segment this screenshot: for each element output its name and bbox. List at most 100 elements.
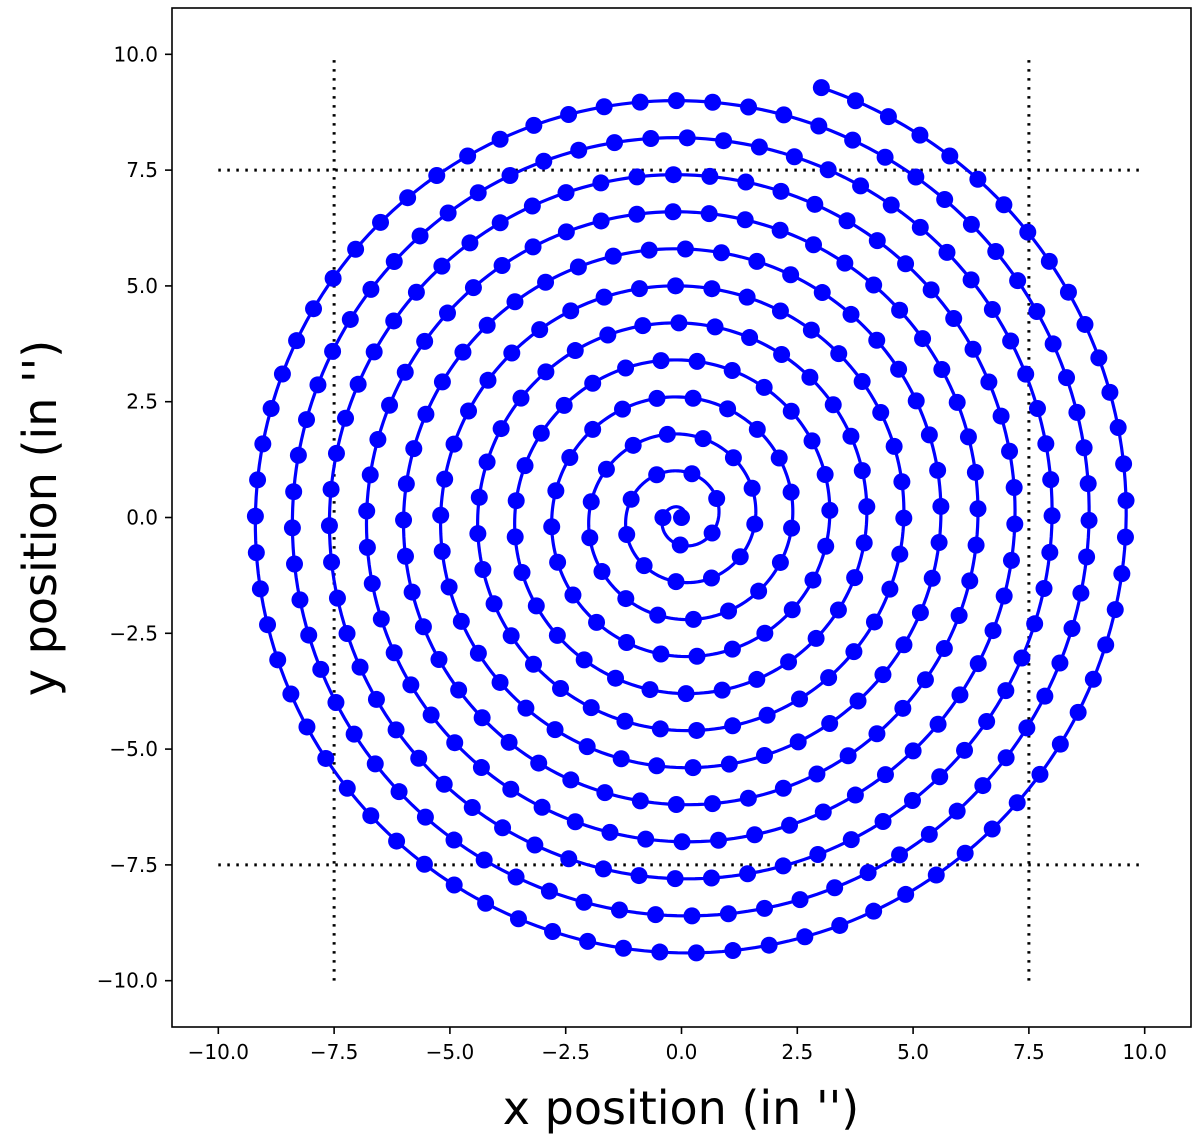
data-point [724, 942, 742, 960]
data-point [673, 509, 690, 526]
data-point [372, 213, 390, 231]
data-point [780, 653, 798, 671]
data-point [774, 857, 792, 875]
data-point [671, 536, 689, 554]
data-point [592, 174, 610, 192]
x-axis-ticks: −10.0 −7.5 −5.0 −2.5 0.0 2.5 5.0 7.5 10.0 [188, 1027, 1167, 1064]
data-point [461, 234, 479, 252]
data-point [922, 281, 940, 299]
data-point [826, 879, 844, 897]
data-point [1109, 418, 1127, 436]
data-point [1097, 636, 1115, 654]
data-point [506, 293, 524, 311]
data-point [907, 392, 925, 410]
data-point [983, 820, 1001, 838]
data-point [770, 449, 788, 467]
data-point [791, 690, 809, 708]
data-point [771, 553, 789, 571]
data-point [741, 329, 759, 347]
data-point [616, 712, 634, 730]
data-point [588, 613, 606, 631]
data-point [772, 182, 790, 200]
data-point [430, 650, 448, 668]
y-axis-title: y position (in '') [13, 340, 67, 696]
data-point [819, 161, 837, 179]
data-point [416, 808, 434, 826]
data-point [320, 517, 338, 535]
data-point [712, 244, 730, 262]
data-point [651, 720, 669, 738]
data-point [783, 519, 801, 537]
data-point [525, 116, 543, 134]
data-point [801, 368, 819, 386]
data-point [702, 569, 720, 587]
data-point [694, 430, 712, 448]
data-point [836, 254, 854, 272]
data-point [760, 936, 778, 954]
data-point [720, 602, 738, 620]
data-point [560, 106, 578, 124]
data-point [748, 420, 766, 438]
data-point [595, 288, 613, 306]
data-point [362, 280, 380, 298]
data-point [479, 371, 497, 389]
data-point [502, 627, 520, 645]
data-point [931, 768, 949, 786]
data-point [927, 866, 945, 884]
data-point [894, 699, 912, 717]
data-point [737, 173, 755, 191]
data-point [874, 812, 892, 830]
data-point [445, 435, 463, 453]
data-point [773, 345, 791, 363]
data-point [463, 798, 481, 816]
data-point [1036, 687, 1054, 705]
data-point [524, 655, 542, 673]
data-point [530, 754, 548, 772]
x-tick-label: 7.5 [1013, 1040, 1045, 1064]
data-point [452, 612, 470, 630]
data-point [527, 597, 545, 615]
data-point [684, 389, 702, 407]
data-point [552, 679, 570, 697]
data-point [618, 633, 636, 651]
data-point [890, 360, 908, 378]
y-tick-label: 2.5 [126, 390, 158, 414]
data-point [570, 141, 588, 159]
data-point [390, 783, 408, 801]
data-point [932, 497, 950, 515]
data-point [897, 255, 915, 273]
data-point [688, 647, 706, 665]
data-point [1106, 601, 1124, 619]
data-point [700, 205, 718, 223]
data-point [967, 536, 985, 554]
data-point [688, 721, 706, 739]
data-point [706, 318, 724, 336]
data-point [750, 582, 768, 600]
data-point [289, 446, 307, 464]
data-point [1017, 365, 1035, 383]
data-point [684, 759, 702, 777]
data-point [956, 844, 974, 862]
data-point [859, 864, 877, 882]
data-point [1006, 515, 1024, 533]
data-point [683, 465, 701, 483]
data-point [916, 671, 934, 689]
data-point [771, 302, 789, 320]
data-point [614, 939, 632, 957]
data-point [704, 93, 722, 111]
data-point [1075, 439, 1093, 457]
data-point [962, 271, 980, 289]
data-point [575, 651, 593, 669]
data-point [475, 851, 493, 869]
data-point [385, 312, 403, 330]
data-point [361, 466, 379, 484]
data-point [654, 509, 672, 527]
data-point [969, 500, 987, 518]
data-point [1040, 252, 1058, 270]
data-point [911, 126, 929, 144]
data-point [1101, 383, 1119, 401]
data-point [566, 813, 584, 831]
data-point [388, 832, 406, 850]
x-tick-label: 2.5 [781, 1040, 813, 1064]
data-point [703, 280, 721, 298]
